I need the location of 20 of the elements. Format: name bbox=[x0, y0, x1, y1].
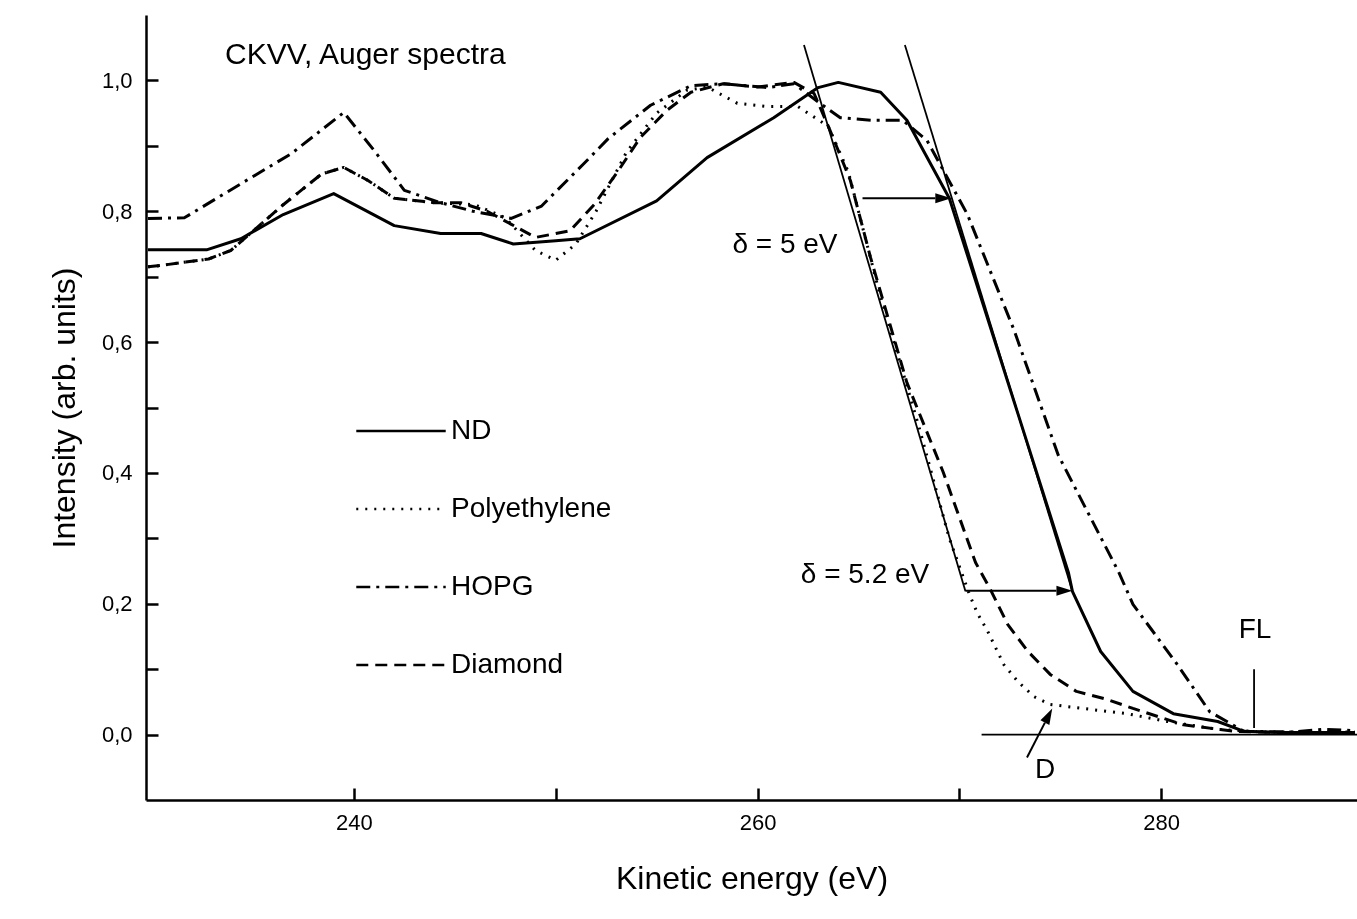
y-tick-label: 0,4 bbox=[101, 460, 133, 486]
x-tick-label: 240 bbox=[336, 809, 373, 835]
legend-label: Diamond bbox=[451, 648, 564, 679]
y-tick-label: 0,6 bbox=[101, 329, 133, 355]
y-tick-label: 0,2 bbox=[101, 591, 133, 617]
legend-label: ND bbox=[451, 414, 492, 445]
y-tick-label: 0,8 bbox=[101, 198, 133, 224]
annotation: δ = 5 eV bbox=[732, 228, 838, 259]
annotation: FL bbox=[1238, 613, 1272, 644]
legend-label: HOPG bbox=[451, 570, 534, 601]
legend-label: Polyethylene bbox=[451, 492, 612, 523]
y-axis-title: Intensity (arb. units) bbox=[45, 267, 82, 549]
annotation: δ = 5.2 eV bbox=[800, 558, 930, 589]
x-axis-title: Kinetic energy (eV) bbox=[615, 859, 889, 896]
y-tick-label: 1,0 bbox=[101, 67, 133, 93]
x-tick-label: 280 bbox=[1143, 809, 1181, 835]
text: CKVV, Auger spectra bbox=[225, 37, 507, 70]
annotation: D bbox=[1034, 753, 1056, 784]
y-tick-label: 0,0 bbox=[101, 722, 133, 748]
x-tick-label: 260 bbox=[739, 809, 777, 835]
